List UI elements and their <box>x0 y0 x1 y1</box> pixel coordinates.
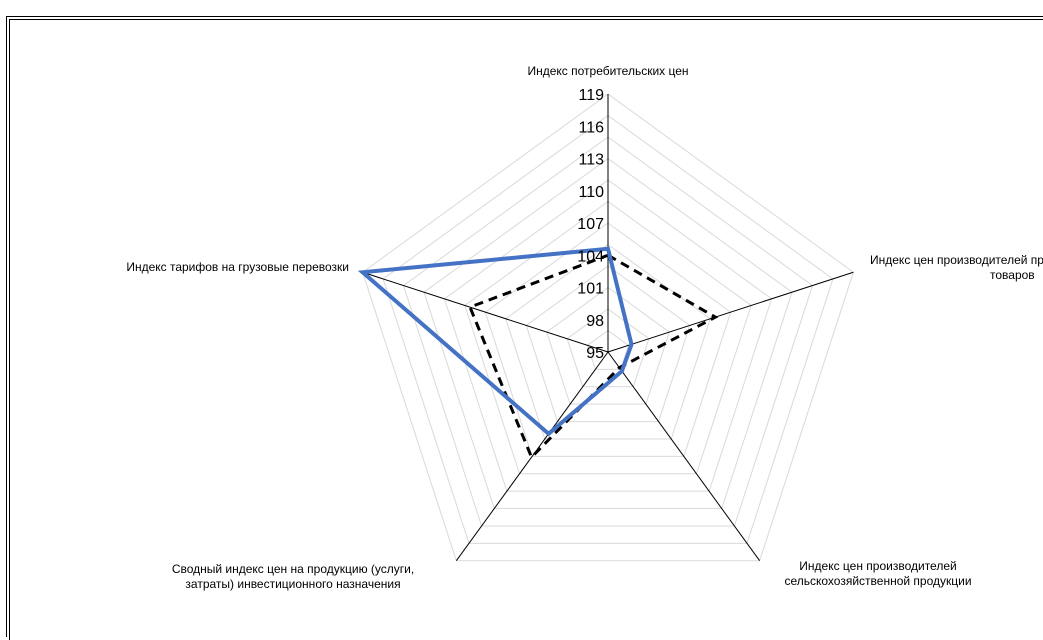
radar-tick-labels: 95 98 101 104 107 110 113 116 119 <box>577 87 604 362</box>
grid-ring <box>362 93 854 562</box>
tick-label: 116 <box>578 119 604 136</box>
radar-series <box>357 246 719 460</box>
grid-ring <box>525 265 691 423</box>
tick-label: 95 <box>586 345 604 362</box>
tick-label: 119 <box>578 87 604 104</box>
tick-label: 101 <box>577 281 604 298</box>
axis-label: товаров <box>990 268 1035 282</box>
radar-axis-labels: Индекс потребительских цен Индекс цен про… <box>126 64 1043 591</box>
tick-label: 113 <box>578 152 604 169</box>
axis-label: Сводный индекс цен на продукцию (услуги, <box>172 562 414 576</box>
axis-label: Индекс цен производителей <box>799 559 956 573</box>
grid-ring <box>484 222 732 457</box>
axis-spoke <box>362 271 609 353</box>
grid-ring <box>443 179 773 492</box>
tick-label: 107 <box>577 216 604 233</box>
series-solid-line <box>357 246 634 437</box>
axis-spoke <box>607 271 854 353</box>
axis-label: Индекс потребительских цен <box>527 64 688 78</box>
axis-label: Индекс цен производителей промышленных <box>870 253 1043 267</box>
grid-ring <box>505 243 711 440</box>
axis-label: затраты) инвестиционного назначения <box>185 577 400 591</box>
axis-label: Индекс тарифов на грузовые перевозки <box>126 260 349 274</box>
grid-ring <box>382 114 834 544</box>
grid-ring <box>546 286 670 405</box>
grid-ring <box>402 136 814 527</box>
radar-grid <box>362 93 854 562</box>
outer-border <box>6 16 1043 637</box>
tick-label: 104 <box>577 248 604 265</box>
inner-border <box>9 19 1043 640</box>
tick-label: 110 <box>578 184 604 201</box>
axis-spoke <box>455 351 609 562</box>
series-dashed-line <box>468 253 719 460</box>
radar-spokes <box>362 94 854 562</box>
grid-ring <box>586 329 630 370</box>
axis-spoke <box>607 351 761 562</box>
grid-ring <box>423 157 793 510</box>
tick-label: 98 <box>586 313 604 330</box>
grid-ring <box>464 200 752 475</box>
grid-ring <box>566 308 650 388</box>
axis-label: сельскохозяйственной продукции <box>784 574 971 588</box>
